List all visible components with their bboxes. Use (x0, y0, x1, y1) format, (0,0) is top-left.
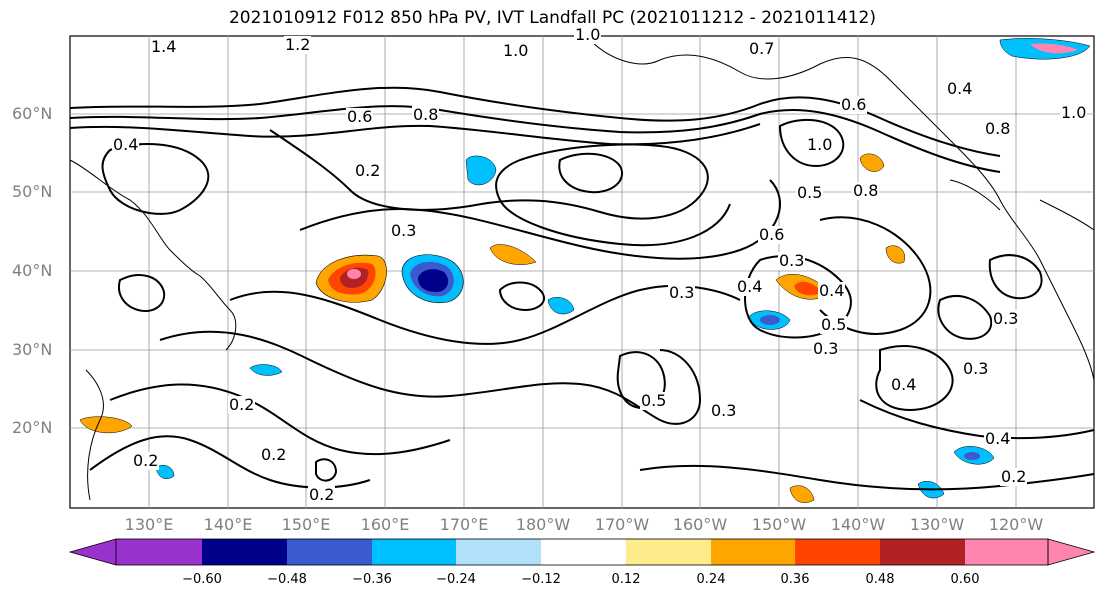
colorbar-bin-7 (626, 539, 711, 565)
contour-label: 1.0 (806, 135, 834, 154)
contour-label: 0.3 (778, 251, 806, 270)
colorbar-bin-6 (541, 539, 626, 565)
colorbar-tick: −0.12 (521, 572, 561, 587)
contour-label: 0.3 (812, 339, 840, 358)
contour-label: 0.4 (736, 277, 764, 296)
lat-label: 30°N (12, 340, 53, 359)
colorbar-extend-low (68, 538, 117, 566)
colorbar-bin-2 (202, 539, 287, 565)
contour-label: 0.3 (668, 283, 696, 302)
colorbar-bin-5 (456, 539, 541, 565)
contour-label: 0.3 (992, 309, 1020, 328)
colorbar-bin-1 (116, 539, 202, 565)
contour-label: 0.8 (984, 119, 1012, 138)
lon-label: 140°W (830, 515, 886, 534)
contour-label: 0.2 (1000, 467, 1028, 486)
colorbar-bin-3 (287, 539, 372, 565)
contour-label: 1.0 (1060, 103, 1088, 122)
colorbar-tick: 0.60 (950, 572, 980, 587)
positive-anomaly-gulf-alaska (859, 153, 885, 172)
negative-anomaly-mid (547, 297, 575, 315)
colorbar-bin-9 (795, 539, 880, 565)
negative-anomaly-east-core (760, 315, 780, 325)
shaded-anomalies (79, 38, 1091, 503)
lat-label: 50°N (12, 182, 53, 201)
negative-anomaly-west (249, 364, 283, 376)
colorbar-bin-11 (965, 539, 1048, 565)
lon-label: 170°E (439, 515, 489, 534)
colorbar-tick: 0.12 (611, 572, 641, 587)
map-title: 2021010912 F012 850 hPa PV, IVT Landfall… (228, 8, 876, 28)
contour-label: 0.4 (890, 375, 918, 394)
coastlines (69, 39, 1095, 501)
contour-label: 0.2 (260, 445, 288, 464)
contour-label: 0.6 (346, 107, 374, 126)
colorbar-extend-high (1047, 538, 1096, 566)
lat-label: 60°N (12, 104, 53, 123)
colorbar-tick: 0.36 (780, 572, 810, 587)
positive-anomaly-east-core (794, 281, 822, 296)
lon-label: 180°W (515, 515, 571, 534)
positive-anomaly-south (789, 485, 815, 503)
anomaly-northeast-inner (1030, 43, 1078, 54)
negative-anomaly-aleutian (465, 155, 497, 186)
colorbar-tick: −0.24 (436, 572, 476, 587)
contour-label: 0.3 (710, 401, 738, 420)
contour-label: 0.6 (758, 225, 786, 244)
negative-anomaly-sw-small (155, 465, 175, 479)
lon-label: 120°W (988, 515, 1044, 534)
lon-label: 130°W (909, 515, 965, 534)
colorbar-tick: 0.24 (696, 572, 726, 587)
lon-label: 150°W (751, 515, 807, 534)
contour-label: 0.6 (840, 95, 868, 114)
contour-label: 0.4 (984, 429, 1012, 448)
contour-label: 0.8 (852, 181, 880, 200)
lon-label: 130°E (124, 515, 174, 534)
contour-label: 0.4 (112, 135, 140, 154)
positive-anomaly-180 (489, 244, 537, 265)
positive-anomaly-peak (347, 269, 361, 279)
contour-label: 0.5 (796, 183, 824, 202)
positive-anomaly-southwest (79, 416, 133, 434)
contour-label: 0.2 (132, 451, 160, 470)
negative-anomaly-southeast-core (964, 452, 980, 460)
negative-anomaly-inner (418, 269, 449, 292)
colorbar-bin-4 (372, 539, 456, 565)
contour-label: 1.0 (502, 41, 530, 60)
colorbar-outline (115, 538, 1049, 566)
lon-label: 170°W (594, 515, 650, 534)
contour-label: 0.4 (818, 281, 846, 300)
contour-label: 0.3 (390, 221, 418, 240)
contour-label: 0.2 (354, 161, 382, 180)
colorbar-tick: 0.48 (865, 572, 895, 587)
colorbar-tick: −0.36 (352, 572, 392, 587)
lon-label: 140°E (203, 515, 253, 534)
lat-label: 20°N (12, 418, 53, 437)
contour-label: 0.3 (962, 359, 990, 378)
contour-label: 1.0 (574, 25, 602, 44)
contour-label: 0.8 (412, 105, 440, 124)
lon-label: 160°E (360, 515, 410, 534)
lon-label: 150°E (281, 515, 331, 534)
contour-label: 1.2 (284, 35, 312, 54)
lat-label: 40°N (12, 261, 53, 280)
contour-label: 0.7 (748, 39, 776, 58)
colorbar (68, 538, 1096, 566)
lon-label: 160°W (672, 515, 728, 534)
colorbar-bin-10 (880, 539, 965, 565)
contour-label: 0.4 (946, 79, 974, 98)
contour-label: 0.5 (640, 391, 668, 410)
contour-label: 0.2 (308, 485, 336, 504)
contour-label: 0.5 (820, 315, 848, 334)
pv-contours (69, 86, 1095, 491)
colorbar-bin-8 (711, 539, 795, 565)
positive-anomaly-coast (885, 245, 905, 264)
map-frame (69, 35, 1095, 509)
colorbar-tick: −0.48 (267, 572, 307, 587)
contour-label: 1.4 (150, 37, 178, 56)
contour-label: 0.2 (228, 395, 256, 414)
colorbar-tick: −0.60 (182, 572, 222, 587)
